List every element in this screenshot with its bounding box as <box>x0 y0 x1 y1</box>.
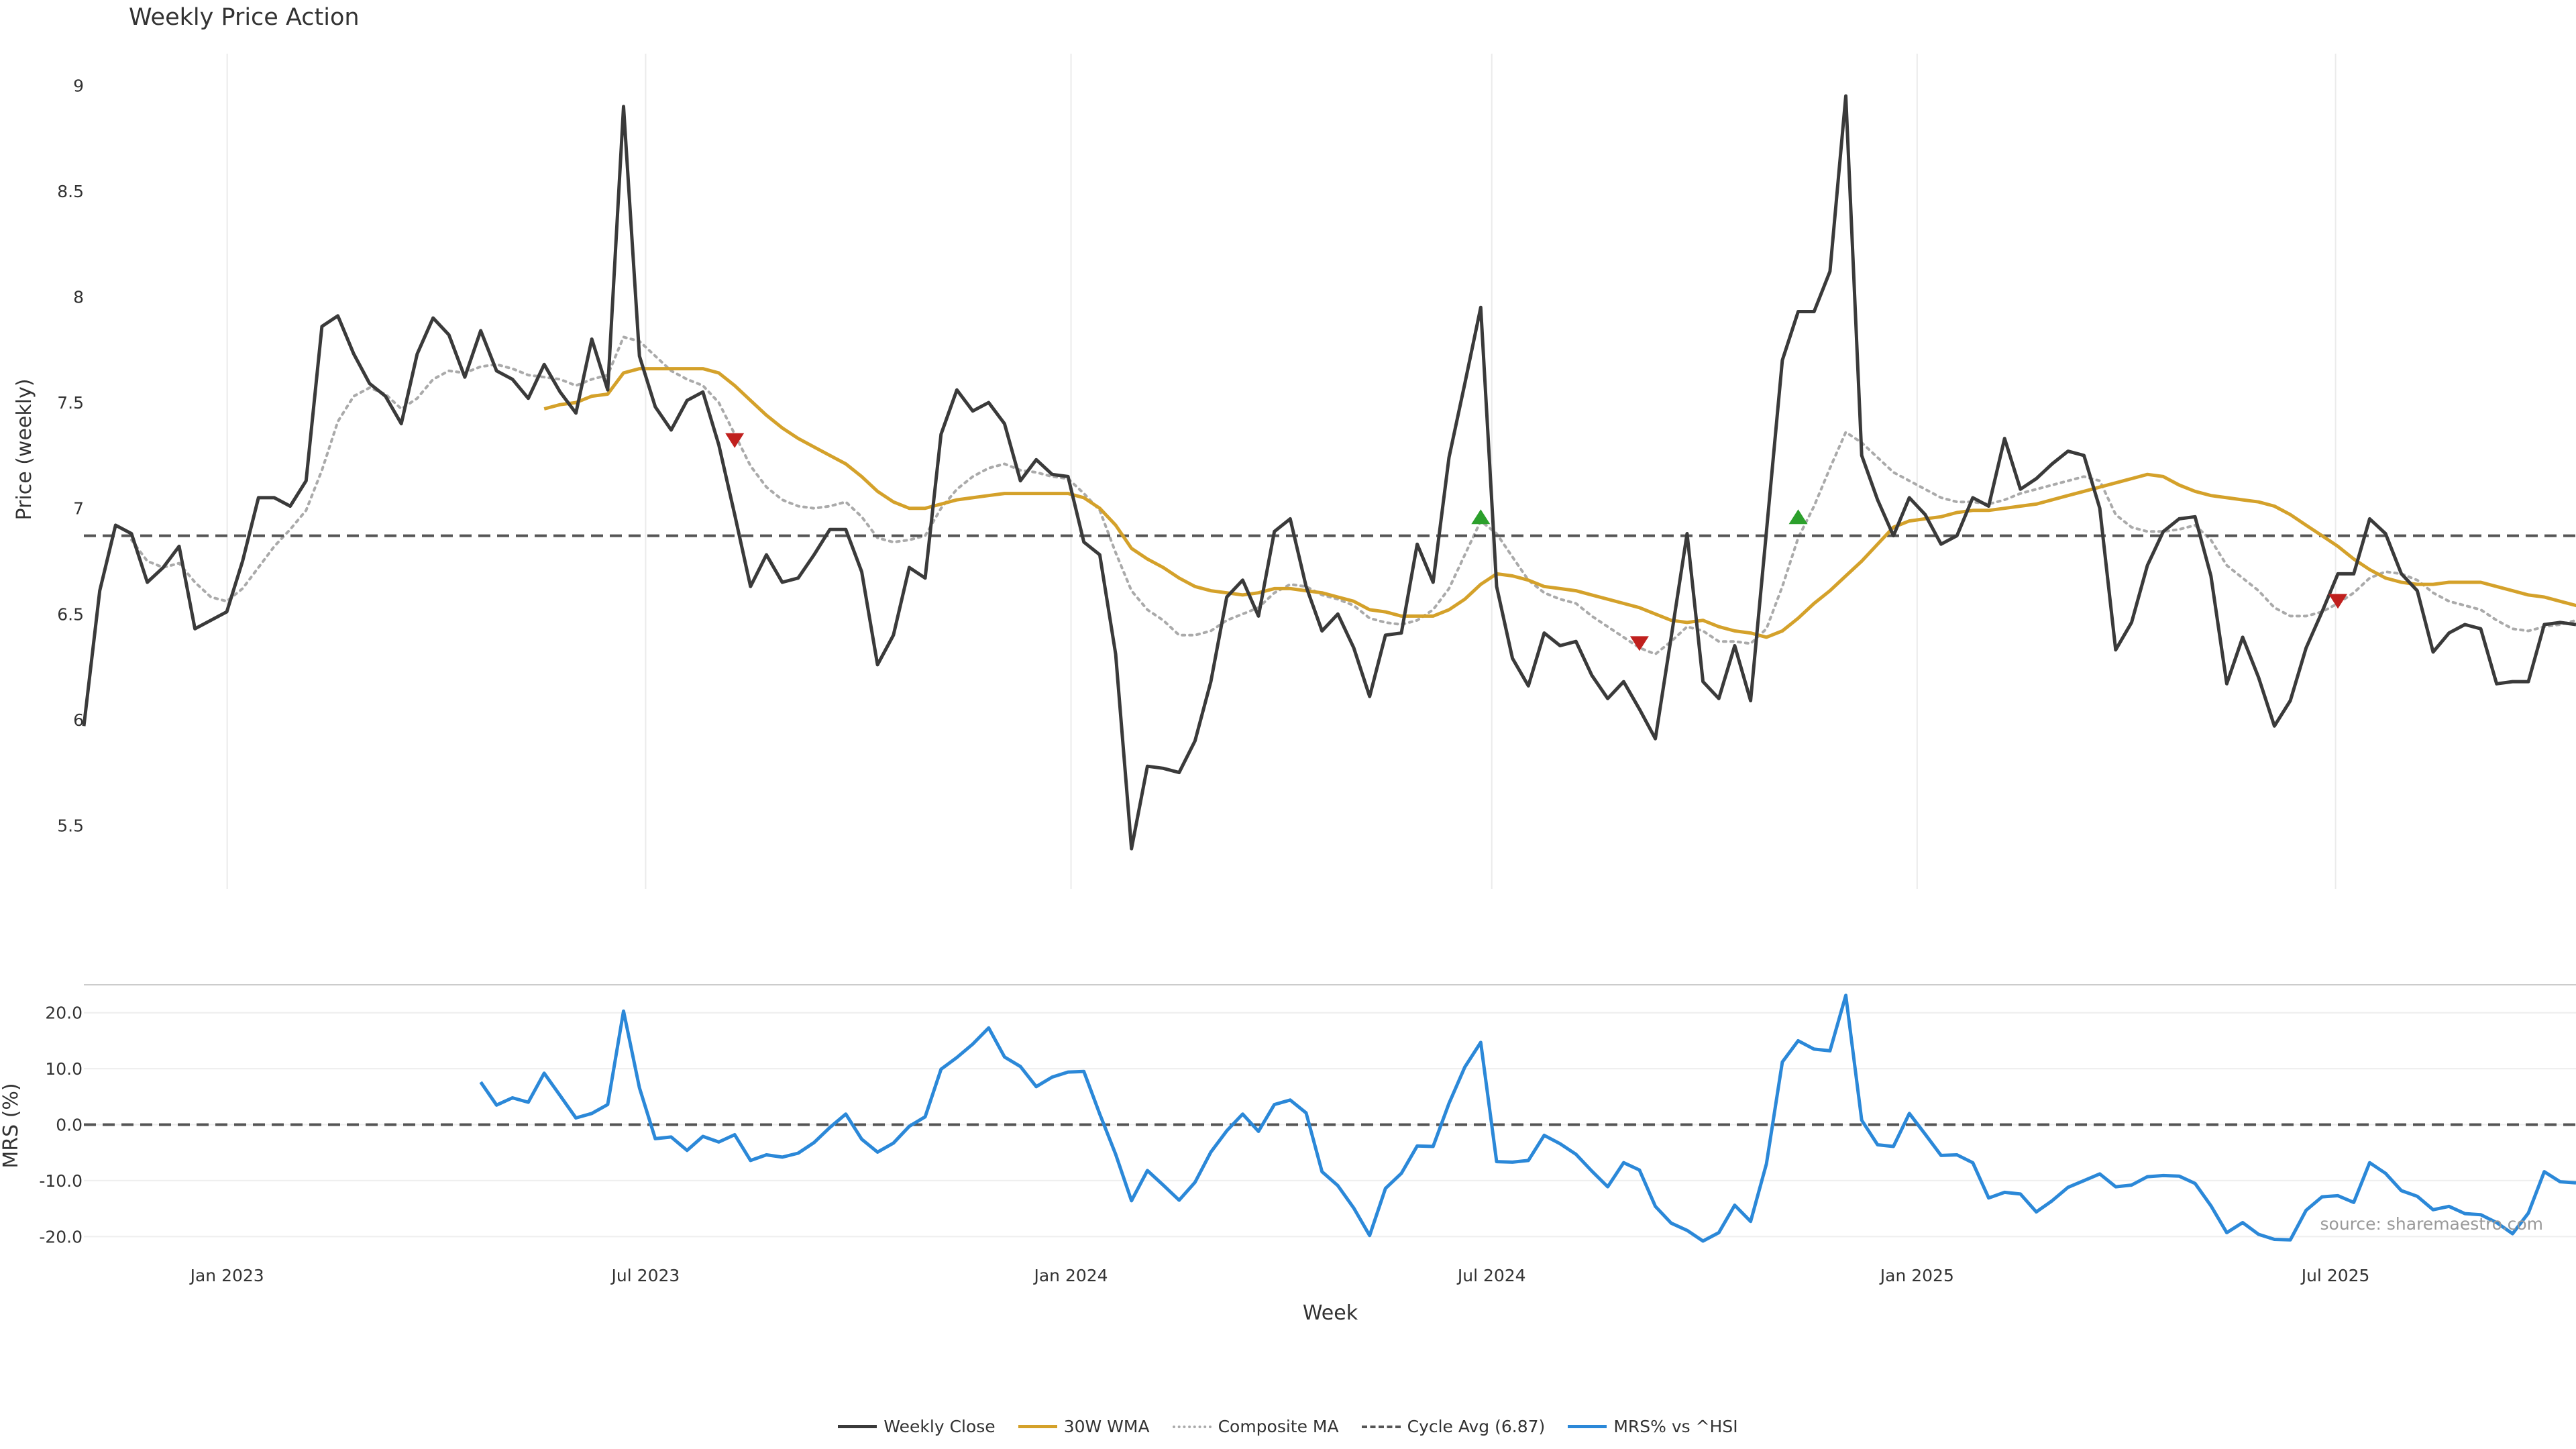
mrs-grid <box>84 984 2576 1238</box>
price-y-tick-label: 5.5 <box>57 816 84 835</box>
legend-item-composite-ma[interactable]: Composite MA <box>1172 1417 1339 1436</box>
price-y-tick-label: 6.5 <box>57 604 84 624</box>
composite-ma-price-line <box>130 335 2576 656</box>
x-tick-label: Jan 2024 <box>1032 1266 1108 1285</box>
mrs-y-tick-label: -20.0 <box>39 1227 83 1246</box>
x-ticks: Jan 2023 Jul 2023 Jan 2024 Jul 2024 Jan 2025… <box>189 1266 2370 1285</box>
chart-title: Weekly Price Action <box>129 4 360 31</box>
legend-swatch-weekly-close <box>838 1425 877 1428</box>
sell-signal-marker <box>725 433 745 448</box>
source-watermark: source: sharemaestro.com <box>2320 1214 2544 1234</box>
sell-signal-marker <box>1629 636 1649 651</box>
legend-swatch-mrs <box>1568 1425 1607 1428</box>
x-tick-label: Jan 2023 <box>189 1266 264 1285</box>
mrs-vs-hsi-mrs-line <box>479 994 2576 1243</box>
legend-item-weekly-close[interactable]: Weekly Close <box>838 1417 996 1436</box>
legend-swatch-composite-ma <box>1172 1425 1212 1428</box>
x-tick-label: Jan 2025 <box>1879 1266 1954 1285</box>
price-y-tick-label: 8 <box>73 287 84 307</box>
price-y-tick-label: 8.5 <box>57 182 84 201</box>
legend-item-cycle-avg[interactable]: Cycle Avg (6.87) <box>1361 1417 1546 1436</box>
legend-label: Cycle Avg (6.87) <box>1407 1417 1546 1436</box>
legend: Weekly Close 30W WMA Composite MA Cycle … <box>0 1417 2576 1436</box>
mrs-y-tick-label: 10.0 <box>45 1059 83 1079</box>
price-y-axis-label: Price (weekly) <box>13 378 36 520</box>
price-y-ticks: 5.5 6 6.5 7 7.5 8 8.5 9 <box>57 76 84 835</box>
price-y-tick-label: 6 <box>73 710 84 730</box>
legend-label: 30W WMA <box>1063 1417 1150 1436</box>
mrs-y-tick-label: 20.0 <box>45 1004 83 1023</box>
weekly-close-price-line <box>82 94 2576 851</box>
price-y-tick-label: 7.5 <box>57 393 84 413</box>
x-tick-label: Jul 2025 <box>2300 1266 2370 1285</box>
legend-swatch-cycle-avg <box>1361 1425 1401 1428</box>
mrs-y-axis-label: MRS (%) <box>0 1083 23 1168</box>
buy-signal-marker <box>1471 509 1491 525</box>
mrs-series <box>84 994 2576 1243</box>
price-grid <box>226 54 2337 889</box>
legend-label: Weekly Close <box>883 1417 996 1436</box>
mrs-y-ticks: -20.0 -10.0 0.0 10.0 20.0 <box>39 1004 83 1247</box>
legend-label: Composite MA <box>1218 1417 1339 1436</box>
signal-markers <box>725 433 2348 651</box>
mrs-y-tick-label: -10.0 <box>39 1171 83 1191</box>
legend-item-30w-wma[interactable]: 30W WMA <box>1018 1417 1150 1436</box>
price-series <box>82 94 2576 851</box>
x-tick-label: Jul 2023 <box>610 1266 680 1285</box>
legend-item-mrs[interactable]: MRS% vs ^HSI <box>1568 1417 1738 1436</box>
x-tick-label: Jul 2024 <box>1456 1266 1526 1285</box>
legend-swatch-30w-wma <box>1018 1425 1057 1428</box>
mrs-y-tick-label: 0.0 <box>56 1116 83 1135</box>
sell-signal-marker <box>2328 594 2348 609</box>
price-y-tick-label: 9 <box>73 76 84 95</box>
x-axis-label: Week <box>1303 1301 1358 1325</box>
30w-wma-price-line <box>543 367 2576 639</box>
price-y-tick-label: 7 <box>73 499 84 519</box>
buy-signal-marker <box>1788 509 1808 525</box>
legend-label: MRS% vs ^HSI <box>1613 1417 1738 1436</box>
